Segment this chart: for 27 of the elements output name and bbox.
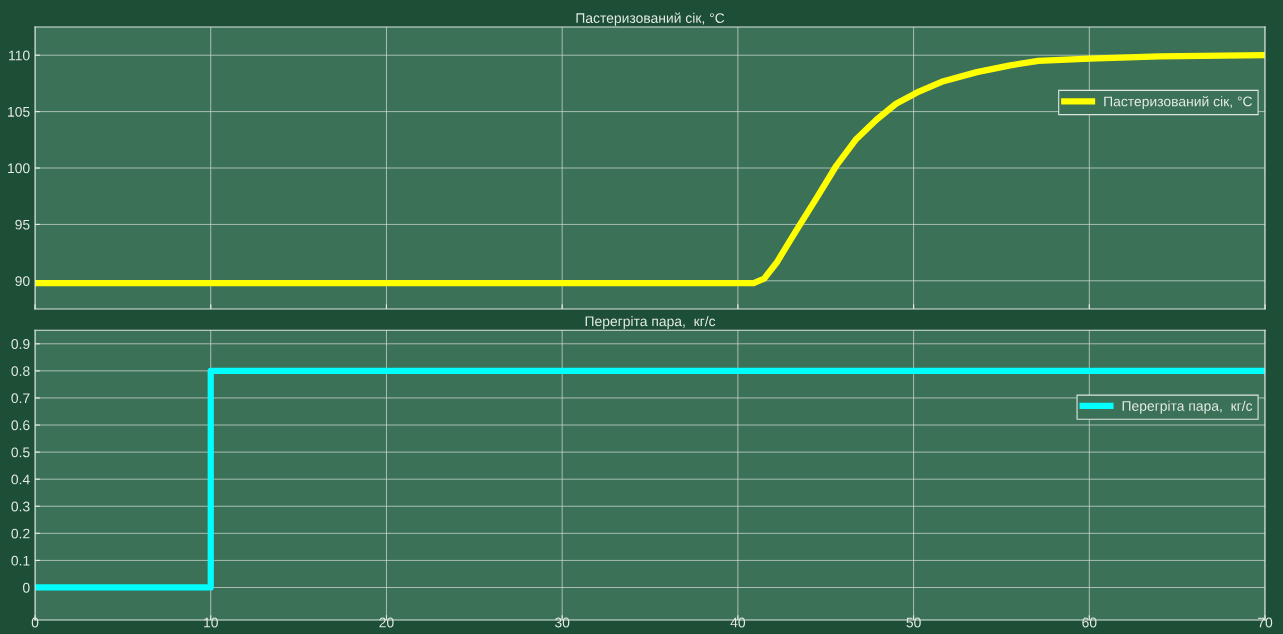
x-tick-label: 0 xyxy=(31,617,39,628)
y-tick-label: 105 xyxy=(8,106,30,117)
x-tick-label: 10 xyxy=(204,617,218,628)
x-tick-label: 60 xyxy=(1082,617,1097,628)
y-tick-label: 0.5 xyxy=(11,447,30,458)
y-tick-label: 0 xyxy=(22,582,30,593)
y-tick-label: 0.1 xyxy=(11,555,30,566)
y-tick-label: 0.3 xyxy=(11,501,30,512)
chart-title: Пастеризований сік, °C xyxy=(576,12,725,26)
y-tick-label: 95 xyxy=(15,219,30,230)
y-tick-label: 0.9 xyxy=(11,339,30,349)
legend-label: Перегріта пара, кг/с xyxy=(1122,400,1253,414)
x-tick-label: 40 xyxy=(730,617,746,628)
y-tick-label: 0.8 xyxy=(11,366,30,377)
y-tick-label: 0.2 xyxy=(11,528,30,539)
legend-label: Пастеризований сік, °C xyxy=(1104,95,1253,110)
y-tick-label: 100 xyxy=(8,163,30,174)
chart-title: Перегріта пара, кг/с xyxy=(585,316,716,329)
y-tick-label: 0.7 xyxy=(11,393,30,404)
y-tick-label: 110 xyxy=(9,50,30,61)
y-tick-label: 90 xyxy=(15,276,30,286)
x-tick-label: 50 xyxy=(906,617,921,628)
y-tick-label: 0.4 xyxy=(11,474,30,485)
y-tick-label: 0.6 xyxy=(11,420,30,431)
x-tick-label: 30 xyxy=(554,617,570,628)
x-tick-label: 20 xyxy=(379,617,394,628)
x-tick-label: 70 xyxy=(1258,617,1273,628)
